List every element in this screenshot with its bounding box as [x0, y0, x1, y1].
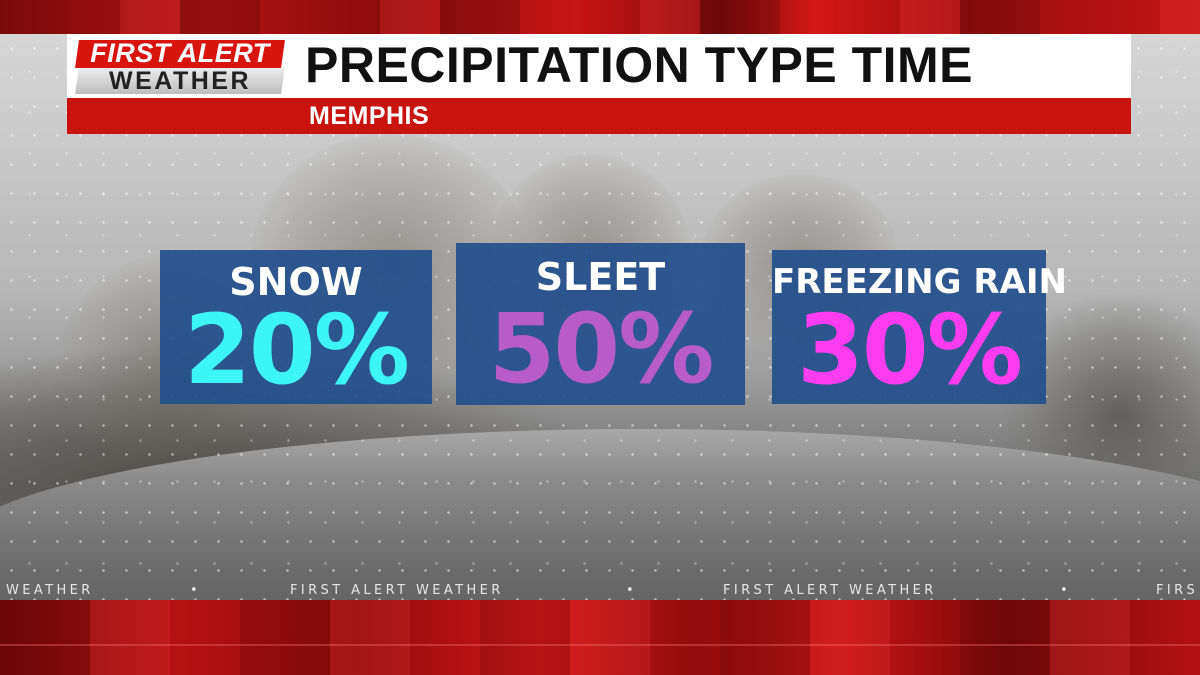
ticker-item: FIRS: [1156, 583, 1199, 598]
page-title: PRECIPITATION TYPE TIME: [305, 37, 974, 93]
card-snow-value: 20%: [184, 294, 410, 406]
ticker-strip: WEATHER • FIRST ALERT WEATHER • FIRST AL…: [0, 582, 1200, 602]
card-freezing-rain: FREEZING RAIN 30%: [772, 250, 1067, 406]
header-bar: FIRST ALERT WEATHER PRECIPITATION TYPE T…: [67, 34, 1131, 98]
card-sleet: SLEET 50%: [456, 243, 745, 405]
location-label: MEMPHIS: [309, 102, 430, 130]
ticker-item: WEATHER: [6, 583, 94, 598]
card-freezing-rain-label: FREEZING RAIN: [772, 262, 1067, 302]
card-sleet-label: SLEET: [535, 255, 666, 299]
card-snow: SNOW 20%: [160, 250, 432, 406]
card-sleet-value: 50%: [488, 293, 715, 405]
ticker-item: FIRST ALERT WEATHER: [290, 583, 504, 598]
top-red-band: [0, 0, 1200, 34]
ticker-separator-dot: •: [1060, 583, 1068, 598]
location-bar: MEMPHIS: [67, 98, 1131, 134]
card-snow-label: SNOW: [229, 260, 363, 304]
ticker-separator-dot: •: [626, 583, 634, 598]
ticker-separator-dot: •: [190, 583, 198, 598]
ticker-item: FIRST ALERT WEATHER: [723, 583, 937, 598]
card-freezing-rain-value: 30%: [797, 294, 1023, 406]
logo-line1: FIRST ALERT: [90, 38, 270, 68]
first-alert-weather-logo: FIRST ALERT WEATHER: [75, 38, 285, 95]
bottom-red-band: [0, 600, 1200, 675]
logo-line2: WEATHER: [108, 67, 252, 95]
